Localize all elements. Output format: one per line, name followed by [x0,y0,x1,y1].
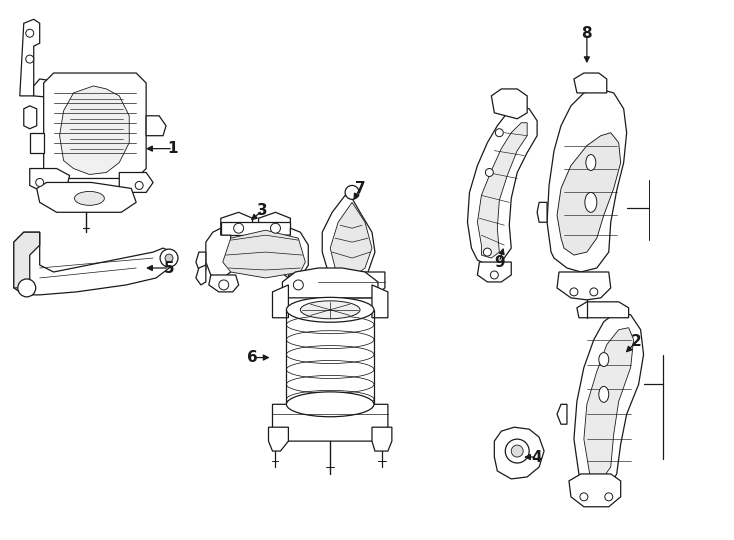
Polygon shape [59,86,129,174]
Polygon shape [330,202,372,278]
Text: 8: 8 [581,26,592,40]
Circle shape [165,254,173,262]
Circle shape [570,288,578,296]
Polygon shape [272,404,388,441]
Polygon shape [30,168,70,192]
Polygon shape [30,133,43,153]
Polygon shape [477,123,527,258]
Polygon shape [146,116,166,136]
Polygon shape [43,73,146,179]
Text: 6: 6 [247,350,258,365]
Polygon shape [557,133,621,255]
Text: 9: 9 [494,254,505,269]
Polygon shape [222,230,305,278]
Polygon shape [322,195,375,288]
Polygon shape [477,262,512,282]
Text: 2: 2 [631,334,642,349]
Text: 1: 1 [168,141,178,156]
Text: 5: 5 [164,260,175,275]
Ellipse shape [585,192,597,212]
Polygon shape [206,228,230,278]
Text: 3: 3 [257,203,268,218]
Polygon shape [14,232,40,288]
Circle shape [580,493,588,501]
Circle shape [135,181,143,190]
Polygon shape [288,275,316,295]
Circle shape [490,271,498,279]
Polygon shape [372,427,392,451]
Polygon shape [557,272,611,300]
Circle shape [36,179,43,186]
Ellipse shape [75,191,104,205]
Circle shape [505,439,529,463]
Polygon shape [23,106,37,129]
Text: 4: 4 [532,449,542,464]
Ellipse shape [300,301,360,319]
Polygon shape [120,172,153,192]
Circle shape [26,55,34,63]
Polygon shape [221,222,291,235]
Polygon shape [557,404,567,424]
Polygon shape [569,474,621,507]
Ellipse shape [586,154,596,171]
Polygon shape [34,79,71,99]
Polygon shape [221,212,252,242]
Polygon shape [584,328,633,481]
Circle shape [160,249,178,267]
Polygon shape [196,265,206,285]
Polygon shape [547,89,627,272]
Circle shape [18,279,36,297]
Polygon shape [20,19,40,96]
Circle shape [345,185,359,199]
Polygon shape [280,228,308,278]
Circle shape [495,129,504,137]
Polygon shape [574,312,644,494]
Polygon shape [283,268,378,298]
Polygon shape [319,272,385,298]
Polygon shape [272,285,288,318]
Polygon shape [577,302,628,318]
Polygon shape [196,252,206,270]
Polygon shape [14,232,173,295]
Polygon shape [37,183,137,212]
Ellipse shape [286,392,374,417]
Circle shape [605,493,613,501]
Polygon shape [269,427,288,451]
Circle shape [590,288,597,296]
Polygon shape [494,427,544,479]
Polygon shape [468,106,537,265]
Circle shape [512,445,523,457]
Ellipse shape [599,387,608,402]
Circle shape [485,168,493,177]
Ellipse shape [599,353,608,367]
Circle shape [484,248,491,256]
Circle shape [219,280,229,290]
Polygon shape [258,212,291,242]
Polygon shape [574,73,607,93]
Circle shape [233,223,244,233]
Circle shape [294,280,303,290]
Circle shape [26,29,34,37]
Polygon shape [208,275,239,292]
Polygon shape [537,202,547,222]
Polygon shape [372,285,388,318]
Text: 7: 7 [355,181,366,196]
Polygon shape [491,89,527,119]
Circle shape [271,223,280,233]
Ellipse shape [286,298,374,322]
